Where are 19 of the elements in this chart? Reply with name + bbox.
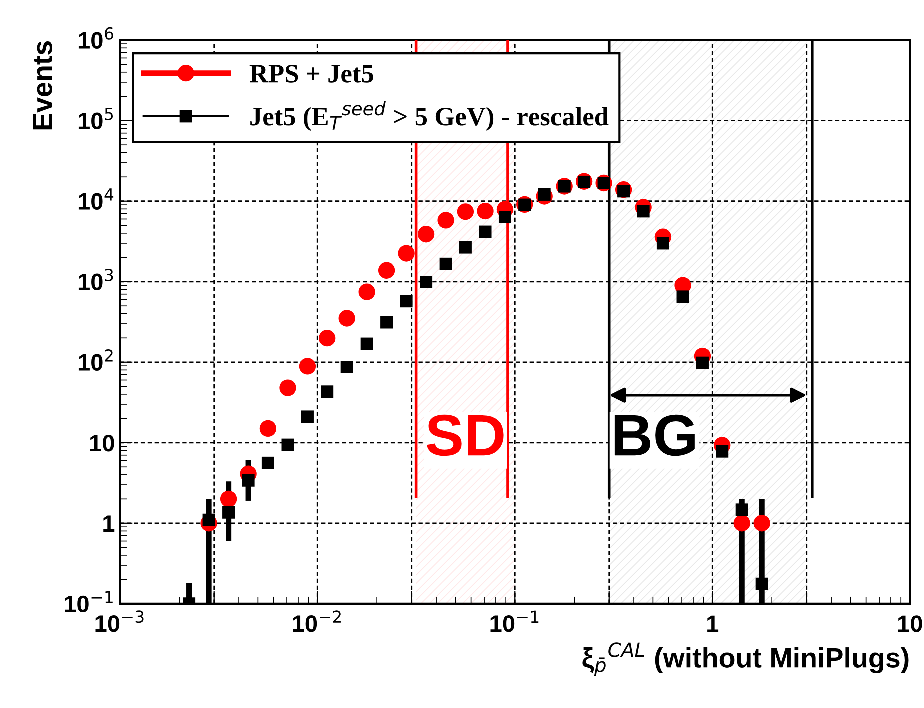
y-tick-label: 10$^{2}$ (78, 349, 113, 371)
legend-label: Jet5 (E$_{T}$$^{seed}$ > 5 GeV) - rescaled (250, 101, 609, 132)
y-tick-label: 10$^{−1}$ (65, 591, 113, 613)
x-tick-label: 10$^{−3}$ (96, 610, 144, 632)
y-tick-label: 10 (90, 434, 114, 452)
band-label: SD (426, 414, 504, 456)
x-tick-label: 10 (898, 616, 922, 632)
x-axis-title: ξ$_{p̄}$$^{CAL}$ (without MiniPlugs) (582, 642, 909, 676)
y-tick-label: 10$^{4}$ (78, 188, 114, 210)
legend-label: RPS + Jet5 (250, 65, 374, 83)
x-tick-label: 10$^{−1}$ (490, 610, 539, 632)
y-tick-label: 10$^{5}$ (78, 108, 114, 130)
x-tick-label: 10$^{−2}$ (293, 610, 341, 632)
y-axis-title: Events (33, 41, 53, 130)
y-tick-label: 10$^{3}$ (78, 268, 114, 290)
x-tick-label: 1 (708, 616, 719, 632)
y-tick-label: 1 (104, 516, 115, 532)
y-tick-label: 10$^{6}$ (78, 27, 114, 49)
band-label: BG (614, 414, 695, 456)
